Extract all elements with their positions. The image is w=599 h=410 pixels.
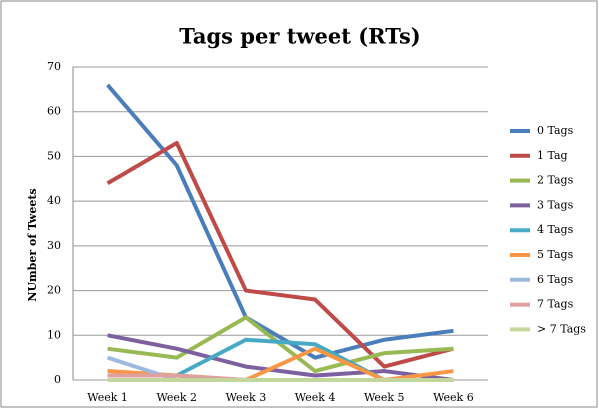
- x-tick-label: Week 4: [295, 391, 336, 404]
- legend-label: 0 Tags: [537, 124, 574, 137]
- x-tick-label: Week 2: [156, 391, 197, 404]
- legend-label: 2 Tags: [537, 174, 574, 187]
- y-tick-label: 50: [47, 149, 61, 162]
- y-tick-label: 70: [47, 60, 61, 73]
- legend-label: 1 Tag: [537, 149, 568, 162]
- y-axis-label: NUmber of Tweets: [26, 188, 39, 301]
- y-tick-label: 60: [47, 105, 61, 118]
- legend-label: 4 Tags: [537, 223, 574, 236]
- chart-title: Tags per tweet (RTs): [179, 24, 420, 49]
- series-line: [106, 141, 454, 369]
- legend-label: > 7 Tags: [537, 322, 586, 335]
- y-tick-label: 30: [47, 239, 61, 252]
- x-tick-label: Week 3: [226, 391, 267, 404]
- y-tick-label: 10: [47, 328, 61, 341]
- legend-label: 7 Tags: [537, 298, 574, 311]
- series-line: [107, 333, 454, 382]
- x-tick-label: Week 5: [364, 391, 405, 404]
- y-tick-label: 20: [47, 284, 61, 297]
- series-line: [107, 315, 454, 374]
- x-tick-label: Week 1: [87, 391, 128, 404]
- x-tick-label: Week 6: [433, 391, 474, 404]
- y-tick-label: 0: [54, 373, 61, 386]
- legend-label: 3 Tags: [537, 198, 574, 211]
- legend-label: 6 Tags: [537, 273, 574, 286]
- y-tick-label: 40: [47, 194, 61, 207]
- legend-label: 5 Tags: [537, 248, 574, 261]
